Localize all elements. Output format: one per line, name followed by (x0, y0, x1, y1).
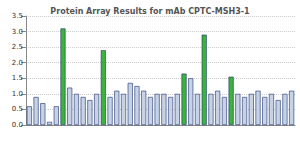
svg-text:3.0: 3.0 (12, 28, 23, 36)
svg-text:0.5: 0.5 (12, 105, 23, 113)
svg-text:1.0: 1.0 (12, 90, 23, 98)
svg-text:1.5: 1.5 (12, 74, 23, 82)
svg-text:2.0: 2.0 (12, 59, 23, 67)
svg-text:2.5: 2.5 (12, 43, 23, 51)
svg-text:0.0: 0.0 (12, 121, 23, 129)
svg-text:3.5: 3.5 (12, 12, 23, 20)
svg-text:Protein Array Results for mAb: Protein Array Results for mAb CPTC-MSH3-… (50, 7, 250, 16)
